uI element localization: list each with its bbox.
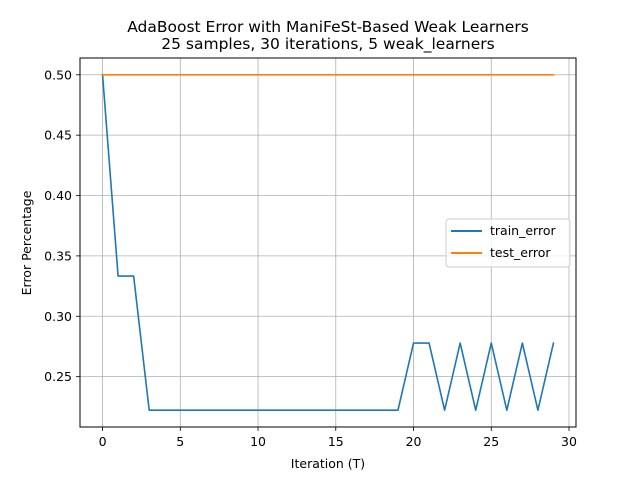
legend-label-train-error: train_error <box>490 223 556 238</box>
plot-border <box>79 57 577 428</box>
legend: train_error test_error <box>445 218 571 268</box>
chart-title-line-2: 25 samples, 30 iterations, 5 weak_learne… <box>161 35 494 54</box>
series-layer <box>101 73 555 412</box>
y-tick-label: 0.35 <box>44 248 72 263</box>
series-line-train-error <box>101 73 555 412</box>
x-tick-label: 25 <box>483 434 499 449</box>
x-tick-label: 5 <box>176 434 184 449</box>
x-axis-label: Iteration (T) <box>291 456 365 471</box>
x-tick-label: 0 <box>99 434 107 449</box>
x-tick-label: 10 <box>250 434 266 449</box>
y-axis-label: Error Percentage <box>19 190 34 295</box>
tick-layer: 0 5 10 15 20 25 30 0.25 0.30 0.35 0.40 0.45 0.50 <box>44 67 577 449</box>
y-tick-label: 0.40 <box>44 188 72 203</box>
legend-label-test-error: test_error <box>490 245 551 260</box>
y-tick-label: 0.25 <box>44 369 72 384</box>
x-tick-label: 30 <box>561 434 577 449</box>
x-tick-label: 15 <box>328 434 344 449</box>
y-tick-label: 0.45 <box>44 128 72 143</box>
y-tick-label: 0.30 <box>44 309 72 324</box>
chart-title-line-1: AdaBoost Error with ManiFeSt-Based Weak … <box>127 18 529 36</box>
y-tick-label: 0.50 <box>44 67 72 82</box>
x-tick-label: 20 <box>406 434 422 449</box>
